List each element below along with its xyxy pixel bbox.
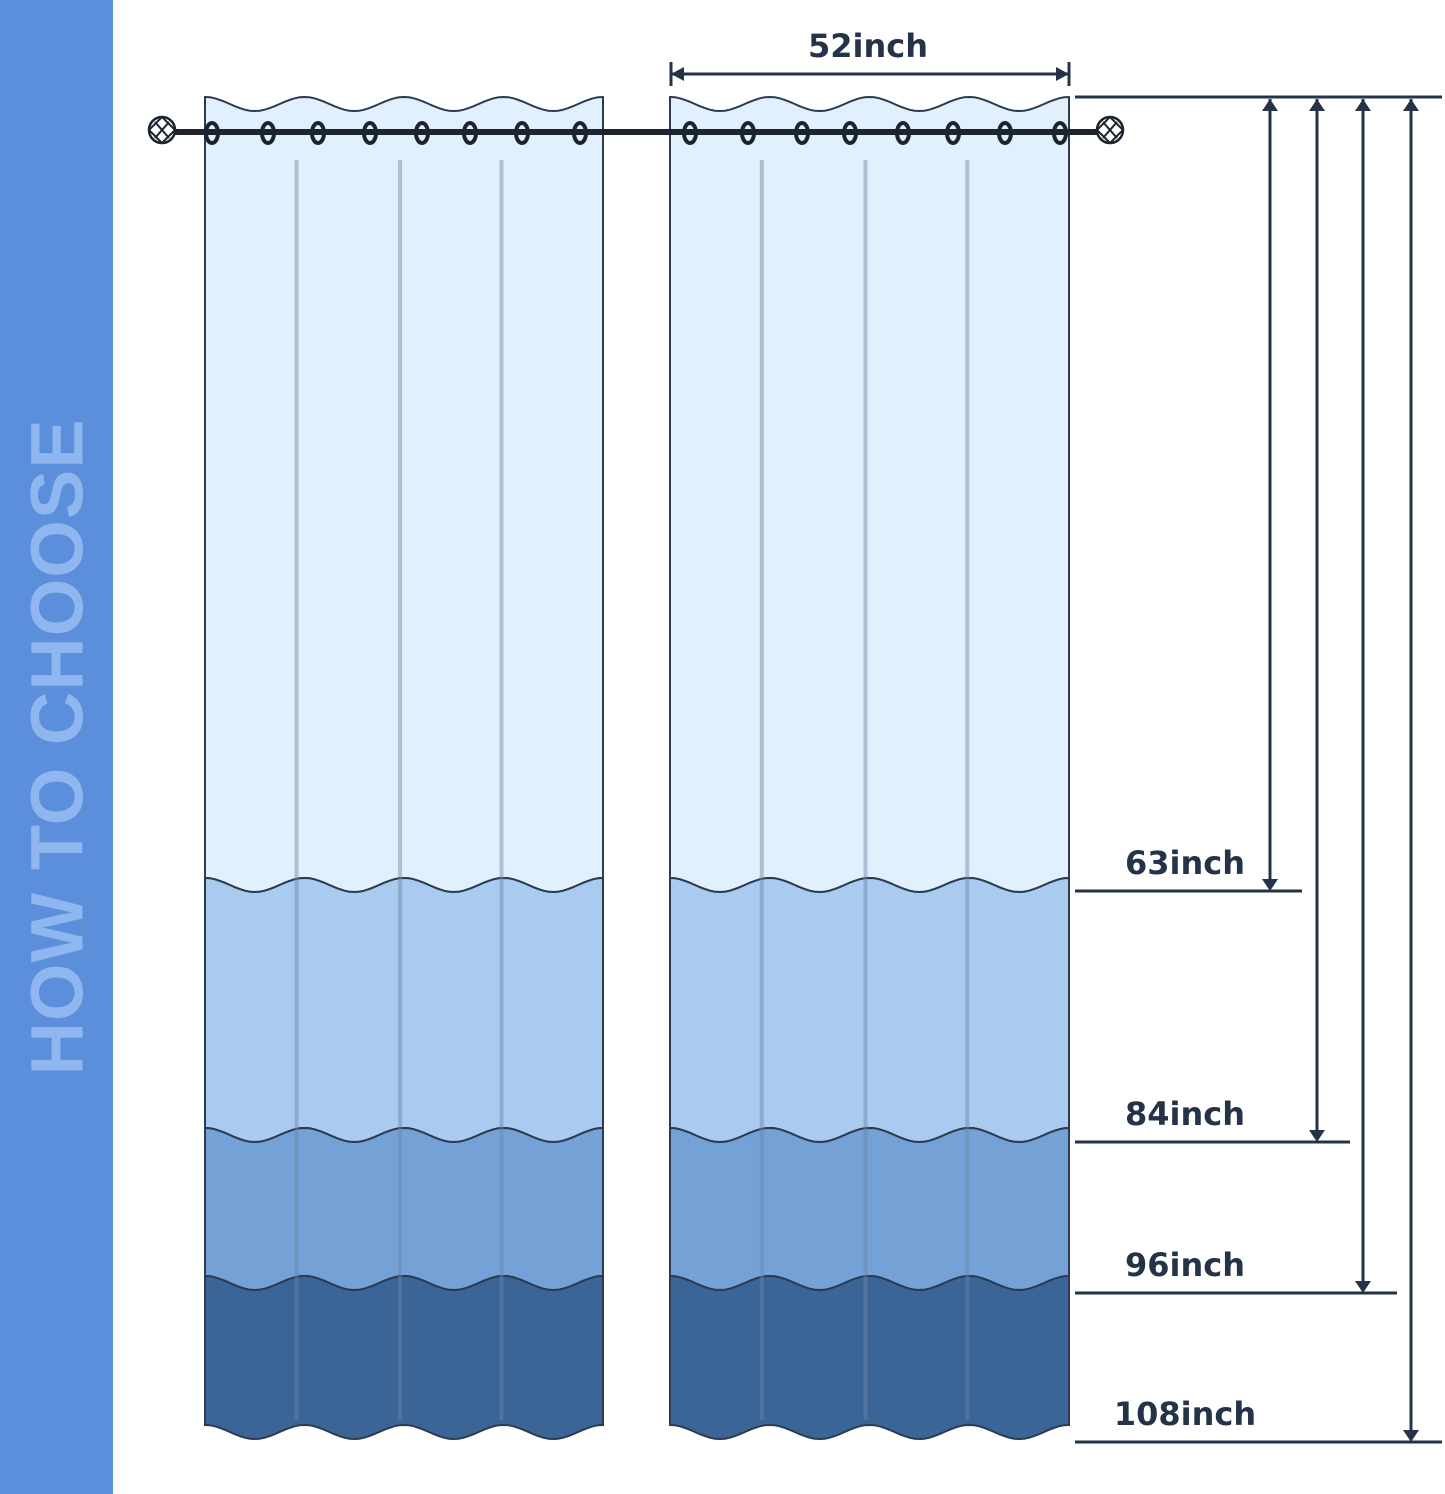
grommet xyxy=(362,121,378,145)
grommet xyxy=(842,121,858,145)
curtain-rod xyxy=(147,115,1125,145)
arrow-head xyxy=(1355,99,1371,111)
rod-finial xyxy=(147,115,177,145)
arrow-head xyxy=(1355,1281,1371,1293)
length-label-96: 96inch xyxy=(1125,1246,1245,1284)
rod-finial xyxy=(1095,115,1125,145)
grommet xyxy=(204,121,220,145)
grommet xyxy=(260,121,276,145)
arrow-head xyxy=(1403,99,1419,111)
finial-lattice xyxy=(1095,115,1125,145)
curtain-fold xyxy=(398,160,403,1420)
length-label-84: 84inch xyxy=(1125,1095,1245,1133)
curtain-fold xyxy=(294,160,299,1420)
grommet xyxy=(462,121,478,145)
grommet xyxy=(945,121,961,145)
curtain-band xyxy=(204,876,604,1144)
dimension-lines xyxy=(669,62,1442,1444)
length-label-63: 63inch xyxy=(1125,844,1245,882)
curtain-band xyxy=(669,1274,1070,1441)
arrow-head xyxy=(1309,99,1325,111)
grommet xyxy=(414,121,430,145)
grommet xyxy=(794,121,810,145)
curtain-band xyxy=(669,95,1070,894)
curtain-fold xyxy=(499,160,504,1420)
sidebar-banner: HOW TO CHOOSE xyxy=(0,0,113,1494)
curtain-fold xyxy=(965,160,970,1420)
length-label-108: 108inch xyxy=(1114,1395,1256,1433)
curtain-band xyxy=(204,95,604,894)
grommet xyxy=(1052,121,1068,145)
arrow-head xyxy=(1262,879,1278,891)
curtain-band xyxy=(669,1126,1070,1292)
curtain-panels xyxy=(204,95,1070,1441)
grommet xyxy=(310,121,326,145)
grommet xyxy=(997,121,1013,145)
arrow-head xyxy=(1056,67,1069,81)
curtain-panel xyxy=(669,95,1070,1441)
arrow-head xyxy=(671,67,684,81)
grommet xyxy=(895,121,911,145)
grommet xyxy=(514,121,530,145)
grommet xyxy=(682,121,698,145)
curtain-fold xyxy=(863,160,868,1420)
grommet xyxy=(572,121,588,145)
arrow-head xyxy=(1403,1430,1419,1442)
arrow-head xyxy=(1309,1130,1325,1142)
curtain-band xyxy=(204,1126,604,1292)
curtain-fold xyxy=(759,160,764,1420)
width-label: 52inch xyxy=(808,27,928,65)
curtain-band xyxy=(204,1274,604,1441)
grommet xyxy=(740,121,756,145)
curtain-panel xyxy=(204,95,604,1441)
finial-lattice xyxy=(147,115,177,145)
curtain-band xyxy=(669,876,1070,1144)
arrow-head xyxy=(1262,99,1278,111)
